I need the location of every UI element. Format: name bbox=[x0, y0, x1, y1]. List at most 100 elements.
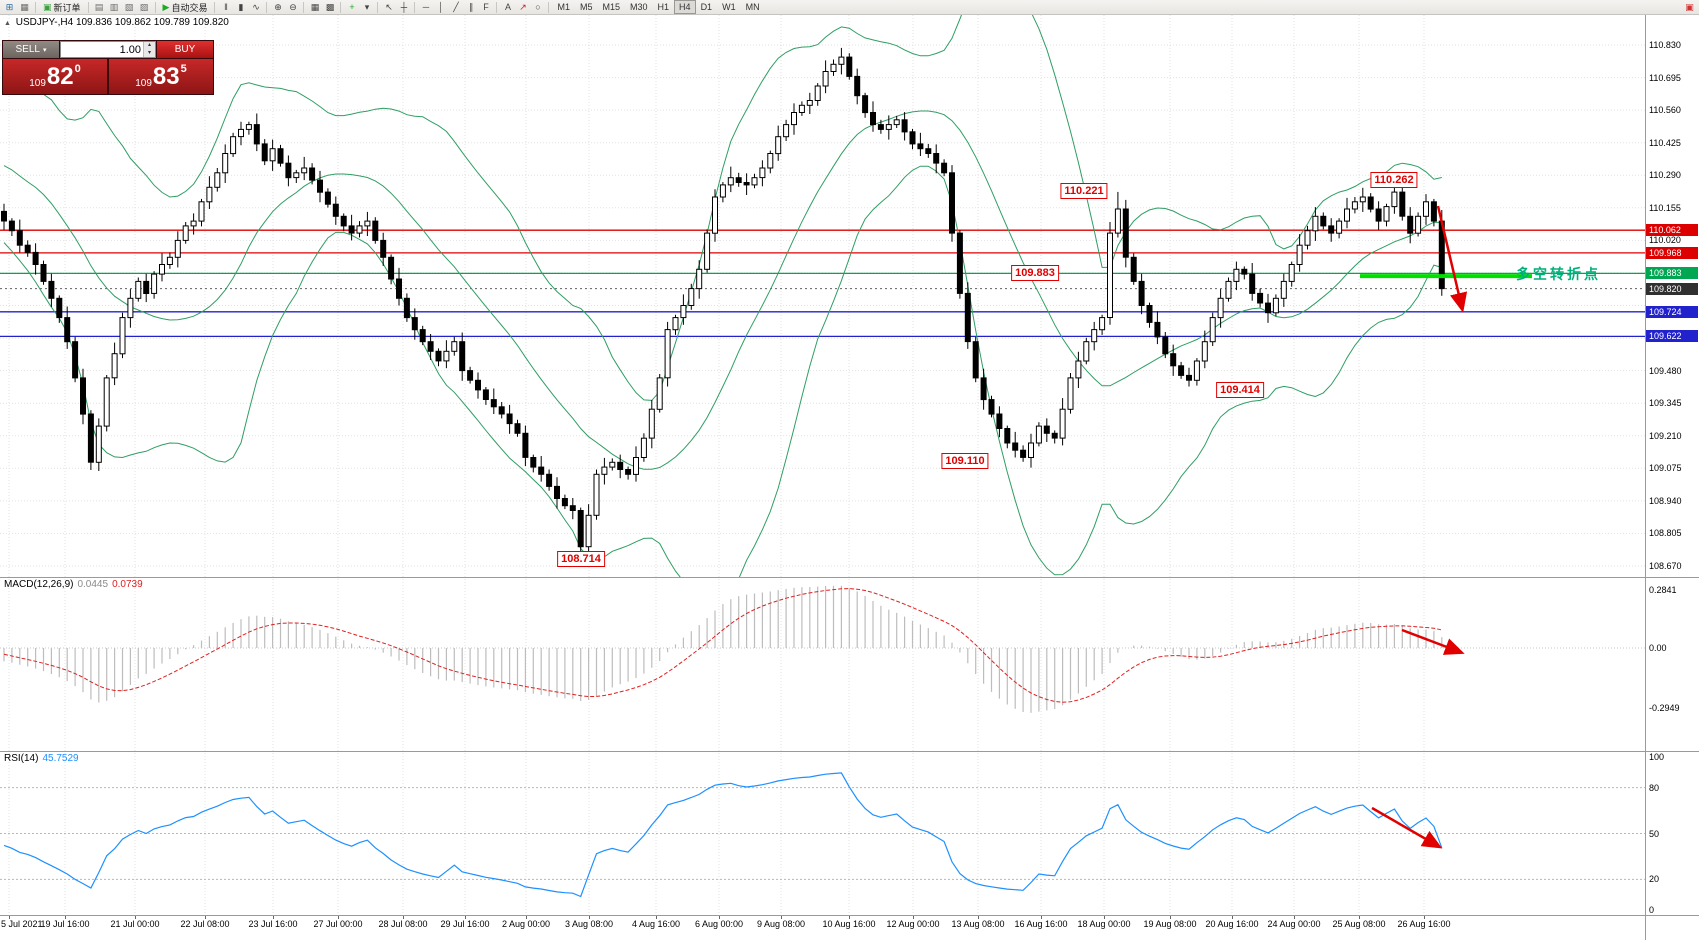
buy-price-pips: 83 bbox=[152, 62, 180, 90]
panel-separator[interactable] bbox=[0, 751, 1699, 752]
time-axis-tick bbox=[589, 916, 590, 919]
volume-input[interactable] bbox=[61, 42, 143, 57]
horizontal-line-icon[interactable]: ─ bbox=[418, 1, 433, 14]
time-axis-tick bbox=[1359, 916, 1360, 919]
data-window-icon[interactable]: ▥ bbox=[107, 1, 122, 14]
vertical-line-icon[interactable]: │ bbox=[433, 1, 448, 14]
date-label: 19 Jul 16:00 bbox=[40, 919, 90, 929]
news-icon[interactable]: ▣ bbox=[1685, 1, 1694, 12]
chart-canvas[interactable] bbox=[0, 15, 1645, 916]
axis-separator bbox=[1645, 15, 1646, 940]
time-axis-tick bbox=[1424, 916, 1425, 919]
timeframe-m30-button[interactable]: M30 bbox=[630, 2, 648, 12]
timeframe-h4-button[interactable]: H4 bbox=[674, 0, 696, 14]
tile-windows-icon[interactable]: ▦ bbox=[307, 1, 322, 14]
turning-point-note[interactable]: 多空转折点 bbox=[1516, 266, 1601, 282]
date-label: 25 Aug 08:00 bbox=[1332, 919, 1386, 929]
market-watch-icon-glyph: ▤ bbox=[94, 1, 104, 12]
fibonacci-icon[interactable]: F bbox=[478, 1, 493, 14]
panel-separator[interactable] bbox=[0, 577, 1699, 578]
price-axis-marker: 109.622 bbox=[1646, 330, 1698, 342]
time-axis-tick bbox=[913, 916, 914, 919]
new-order-glyph: ▣ bbox=[43, 1, 52, 12]
sell-button[interactable]: SELL ▾ bbox=[3, 41, 59, 58]
trendline-icon[interactable]: ╱ bbox=[448, 1, 463, 14]
fibonacci-icon-glyph: F bbox=[483, 2, 489, 12]
price-annotation[interactable]: 109.110 bbox=[941, 453, 989, 469]
sell-price-button[interactable]: 109 82 0 bbox=[3, 59, 107, 94]
timeframe-m1-button[interactable]: M1 bbox=[557, 2, 570, 12]
timeframe-w1-button[interactable]: W1 bbox=[722, 2, 736, 12]
buy-price-button[interactable]: 109 83 5 bbox=[109, 59, 213, 94]
price-axis: 110.830 110.695 110.560 110.425 110.290 110.1… bbox=[1646, 0, 1699, 940]
rsi-name: RSI(14) bbox=[4, 753, 39, 764]
date-label: 26 Aug 16:00 bbox=[1397, 919, 1451, 929]
time-axis-tick bbox=[849, 916, 850, 919]
timeframe-mn-button[interactable]: MN bbox=[745, 2, 760, 12]
axis-tick: 110.020 bbox=[1649, 235, 1681, 245]
cursor-icon[interactable]: ↖ bbox=[381, 1, 396, 14]
candlestick-chart-icon[interactable]: ▮ bbox=[233, 1, 248, 14]
timeframe-m5-button[interactable]: M5 bbox=[579, 2, 593, 12]
new-chart-icon[interactable]: ⊞ bbox=[2, 1, 17, 14]
new-order-button[interactable]: ▣ 新订单 bbox=[39, 1, 85, 14]
timeframe-m15-button[interactable]: M15 bbox=[602, 2, 621, 12]
autotrading-glyph: ▶ bbox=[162, 1, 170, 12]
volume-field: ▴ ▾ bbox=[60, 41, 156, 58]
price-annotation[interactable]: 110.221 bbox=[1060, 183, 1108, 199]
time-axis-tick bbox=[465, 916, 466, 919]
toolbar-separator bbox=[214, 1, 216, 13]
cascade-windows-icon[interactable]: ▩ bbox=[322, 1, 337, 14]
price-annotation[interactable]: 109.414 bbox=[1216, 382, 1264, 398]
axis-tick: 109.210 bbox=[1649, 431, 1682, 441]
autotrading-button[interactable]: ▶ 自动交易 bbox=[159, 1, 212, 14]
time-axis-tick bbox=[781, 916, 782, 919]
price-annotation[interactable]: 109.883 bbox=[1011, 265, 1059, 281]
toolbar: ⊞ ▦ ▣ 新订单 ▤ ▥ ▧ ▨ ▶ 自动交易 ‖ ▮ ∿ ⊕ ⊖ ▦ ▩ + ▾ ↖ ┼ ─ │ ╱ ∥ F A ↗ ○ M1 M5 M1… bbox=[0, 0, 1699, 15]
axis-tick: 110.425 bbox=[1649, 138, 1681, 148]
crosshair-icon[interactable]: ┼ bbox=[396, 1, 411, 14]
date-label: 21 Jul 00:00 bbox=[110, 919, 160, 929]
timeframe-d1-button[interactable]: D1 bbox=[700, 2, 713, 12]
volume-down-button[interactable]: ▾ bbox=[144, 49, 155, 57]
buy-price-handle: 109 bbox=[135, 78, 152, 89]
time-axis-tick bbox=[273, 916, 274, 919]
rsi-panel bbox=[0, 772, 1645, 898]
buy-button[interactable]: BUY bbox=[157, 41, 213, 58]
arrows-icon[interactable]: ↗ bbox=[515, 1, 530, 14]
channel-icon[interactable]: ∥ bbox=[463, 1, 478, 14]
line-chart-icon[interactable]: ∿ bbox=[248, 1, 263, 14]
toolbar-separator bbox=[496, 1, 498, 13]
periods-icon[interactable]: ▾ bbox=[359, 1, 374, 14]
price-axis-marker: 109.968 bbox=[1646, 247, 1698, 259]
profiles-icon[interactable]: ▦ bbox=[17, 1, 32, 14]
zoom-out-icon-glyph: ⊖ bbox=[289, 1, 297, 12]
navigator-icon[interactable]: ▧ bbox=[122, 1, 137, 14]
shapes-icon[interactable]: ○ bbox=[530, 1, 545, 14]
time-axis-tick bbox=[526, 916, 527, 919]
price-axis-marker: 110.062 bbox=[1646, 224, 1698, 236]
date-label: 3 Aug 08:00 bbox=[564, 919, 614, 929]
chart-title: ▲ USDJPY-,H4 109.836 109.862 109.789 109… bbox=[4, 17, 229, 28]
rsi-label: RSI(14) 45.7529 bbox=[4, 753, 79, 764]
market-watch-icon[interactable]: ▤ bbox=[92, 1, 107, 14]
price-annotation[interactable]: 108.714 bbox=[557, 551, 605, 567]
bar-chart-icon[interactable]: ‖ bbox=[218, 1, 233, 14]
date-label: 28 Jul 08:00 bbox=[378, 919, 428, 929]
trendline-icon-glyph: ╱ bbox=[453, 1, 459, 12]
text-icon[interactable]: A bbox=[500, 1, 515, 14]
price-axis-marker: 109.883 bbox=[1646, 267, 1698, 279]
zoom-out-icon[interactable]: ⊖ bbox=[285, 1, 300, 14]
terminal-icon[interactable]: ▨ bbox=[137, 1, 152, 14]
indicators-icon[interactable]: + bbox=[344, 1, 359, 14]
price-annotation[interactable]: 110.262 bbox=[1370, 172, 1418, 188]
axis-tick: 108.805 bbox=[1649, 528, 1682, 538]
zoom-in-icon[interactable]: ⊕ bbox=[270, 1, 285, 14]
timeframe-h1-button[interactable]: H1 bbox=[657, 2, 670, 12]
trend-arrows[interactable] bbox=[1371, 205, 1468, 849]
panel-separator bbox=[0, 915, 1699, 916]
data-window-icon-glyph: ▥ bbox=[109, 1, 119, 12]
date-label: 9 Aug 08:00 bbox=[756, 919, 806, 929]
zoom-in-icon-glyph: ⊕ bbox=[274, 1, 282, 12]
volume-up-button[interactable]: ▴ bbox=[144, 42, 155, 50]
